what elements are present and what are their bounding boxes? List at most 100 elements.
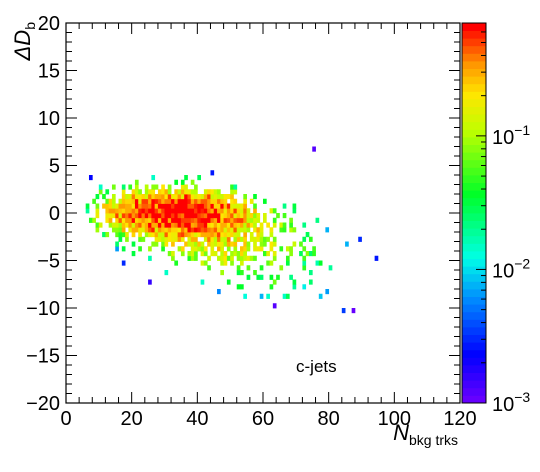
heatmap-cell [243, 241, 247, 247]
heatmap-cell [151, 213, 156, 219]
colorbar-step [462, 23, 486, 31]
heatmap-cell [210, 203, 215, 209]
heatmap-cell [243, 227, 247, 233]
heatmap-cell [279, 227, 284, 233]
heatmap-cell [194, 251, 198, 257]
heatmap-cell [246, 222, 251, 228]
heatmap-cell [207, 194, 211, 200]
heatmap-cell [128, 208, 133, 214]
heatmap-cell [151, 208, 156, 214]
heatmap-cell [217, 236, 221, 242]
heatmap-cell [226, 222, 231, 228]
heatmap-cell [223, 198, 228, 204]
heatmap-cell [138, 222, 142, 228]
heatmap-cell [171, 251, 175, 257]
heatmap-cell [144, 213, 149, 219]
heatmap-cell [98, 189, 103, 195]
heatmap-cell [236, 208, 241, 214]
heatmap-cell [167, 222, 172, 228]
heatmap-cell [187, 217, 192, 223]
heatmap-cell [144, 194, 149, 200]
heatmap-cell [233, 213, 238, 219]
heatmap-cell [167, 198, 172, 204]
heatmap-cell [187, 194, 192, 200]
heatmap-cell [213, 241, 218, 247]
heatmap-cell [174, 227, 179, 233]
heatmap-cell [210, 246, 215, 252]
heatmap-cell [276, 274, 280, 280]
heatmap-cell [194, 189, 198, 195]
heatmap-cell [289, 246, 293, 252]
heatmap-cell [226, 246, 231, 252]
heatmap-cell [305, 232, 310, 238]
heatmap-cell [272, 255, 277, 261]
heatmap-cell [217, 217, 221, 223]
heatmap-cell [233, 208, 238, 214]
colorbar-step [462, 311, 486, 320]
heatmap-cell [203, 217, 208, 223]
heatmap-cell [213, 194, 218, 200]
annotation-label: c-jets [296, 357, 337, 376]
heatmap-cell [266, 236, 270, 242]
colorbar-step [462, 61, 486, 69]
colorbar-step [462, 357, 486, 366]
heatmap-cell [177, 236, 182, 242]
y-tick-label: −5 [37, 251, 60, 273]
heatmap-cell [151, 175, 156, 181]
heatmap-cell [269, 260, 274, 266]
heatmap-cell [263, 217, 267, 223]
heatmap-cell [174, 194, 179, 200]
heatmap-cell [144, 208, 149, 214]
heatmap-cell [115, 222, 119, 228]
heatmap-cell [157, 208, 162, 214]
heatmap-cell [151, 189, 156, 195]
colorbar-step [462, 38, 486, 47]
heatmap-cell [180, 208, 185, 214]
heatmap-cell [161, 213, 165, 219]
heatmap-cell [207, 213, 211, 219]
heatmap-cell [95, 208, 100, 214]
heatmap-cell [272, 236, 277, 242]
heatmap-cell [233, 189, 238, 195]
heatmap-cell [154, 232, 159, 238]
heatmap-cell [118, 222, 123, 228]
heatmap-cell [236, 265, 241, 271]
heatmap-cell [174, 236, 179, 242]
heatmap-cell [217, 246, 221, 252]
heatmap-cell [105, 208, 110, 214]
heatmap-cells [85, 146, 379, 314]
heatmap-cell [213, 189, 218, 195]
heatmap-cell [289, 222, 293, 228]
heatmap-cell [118, 198, 123, 204]
heatmap-cell [213, 227, 218, 233]
heatmap-cell [259, 227, 264, 233]
heatmap-cell [128, 203, 133, 209]
heatmap-cell [240, 236, 244, 242]
heatmap-cell [246, 208, 251, 214]
heatmap-cell [351, 308, 356, 314]
heatmap-cell [312, 251, 316, 257]
heatmap-cell [180, 179, 185, 185]
heatmap-cell [167, 251, 172, 257]
colorbar-step [462, 175, 486, 183]
heatmap-cell [236, 251, 241, 257]
heatmap-cell [95, 203, 100, 209]
heatmap-cell [223, 260, 228, 266]
heatmap-cell [236, 236, 241, 242]
heatmap-cell [167, 184, 172, 190]
heatmap-cell [253, 213, 257, 219]
heatmap-cell [85, 203, 90, 209]
heatmap-cell [131, 222, 136, 228]
heatmap-cell [233, 232, 238, 238]
heatmap-cell [263, 241, 267, 247]
y-tick-label: −15 [26, 346, 60, 368]
y-axis: −20 −15 −10 −5 0 5 10 15 20 [26, 13, 460, 415]
heatmap-cell [289, 274, 293, 280]
heatmap-cell [154, 203, 159, 209]
heatmap-cell [154, 194, 159, 200]
heatmap-cell [161, 227, 165, 233]
heatmap-cell [200, 222, 205, 228]
heatmap-cell [151, 194, 156, 200]
heatmap-cell [171, 236, 175, 242]
heatmap-cell [272, 208, 277, 214]
